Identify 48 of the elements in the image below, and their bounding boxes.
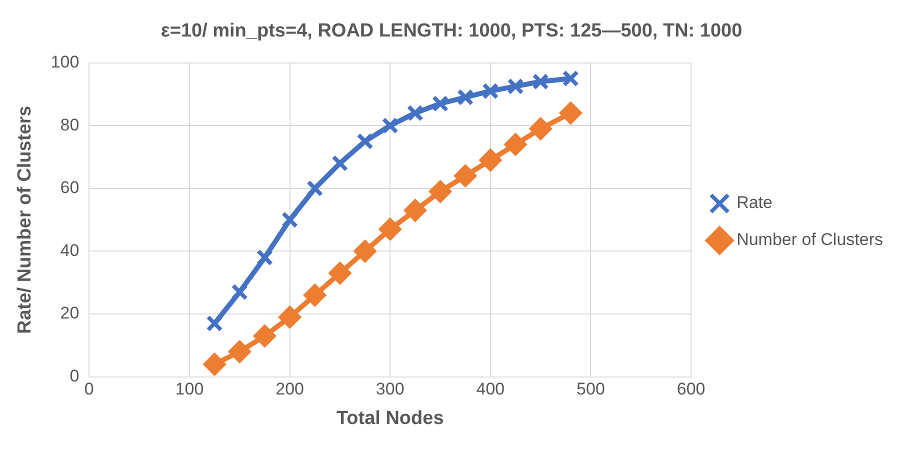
y-tick-label: 20 <box>60 304 80 323</box>
legend-label: Number of Clusters <box>736 230 884 250</box>
point <box>507 78 524 95</box>
chart-title: ε=10/ min_pts=4, ROAD LENGTH: 1000, PTS: 125—500, TN: 1000 <box>160 20 742 42</box>
x-axis-title: Total Nodes <box>336 408 444 429</box>
point <box>278 306 301 328</box>
point <box>256 249 274 266</box>
y-tick-label: 100 <box>50 52 80 72</box>
point <box>429 180 452 203</box>
x-tick-label: 100 <box>175 380 204 399</box>
point <box>454 164 476 187</box>
point <box>228 340 251 363</box>
point <box>532 73 549 90</box>
point <box>406 104 424 122</box>
y-tick-label: 0 <box>70 366 80 386</box>
point <box>479 149 502 172</box>
x-tick-label: 500 <box>576 380 605 399</box>
x-tick-label: 0 <box>84 380 94 399</box>
point <box>306 180 324 197</box>
x-tick-label: 400 <box>476 380 505 399</box>
x-tick-label: 600 <box>676 380 706 399</box>
point <box>332 154 348 172</box>
point <box>404 199 426 222</box>
point <box>354 240 376 262</box>
point <box>530 118 552 140</box>
y-tick-label: 40 <box>60 240 80 260</box>
point <box>504 133 527 156</box>
point <box>356 132 374 150</box>
point <box>328 262 351 284</box>
point <box>456 88 474 106</box>
point <box>254 324 276 347</box>
point <box>560 102 582 124</box>
point <box>231 284 248 300</box>
x-tick-label: 200 <box>276 380 304 399</box>
legend-label: Rate <box>736 193 772 212</box>
point <box>562 70 580 87</box>
point <box>281 211 298 228</box>
y-axis-title: Rate/ Number of Clusters <box>14 106 36 334</box>
point <box>206 315 223 332</box>
point <box>204 353 226 376</box>
point <box>482 82 499 100</box>
y-tick-label: 80 <box>60 115 80 134</box>
point <box>304 284 326 306</box>
point <box>382 117 398 134</box>
y-tick-label: 60 <box>60 178 80 198</box>
point <box>379 218 402 240</box>
point <box>432 95 449 112</box>
x-tick-label: 300 <box>376 380 404 399</box>
